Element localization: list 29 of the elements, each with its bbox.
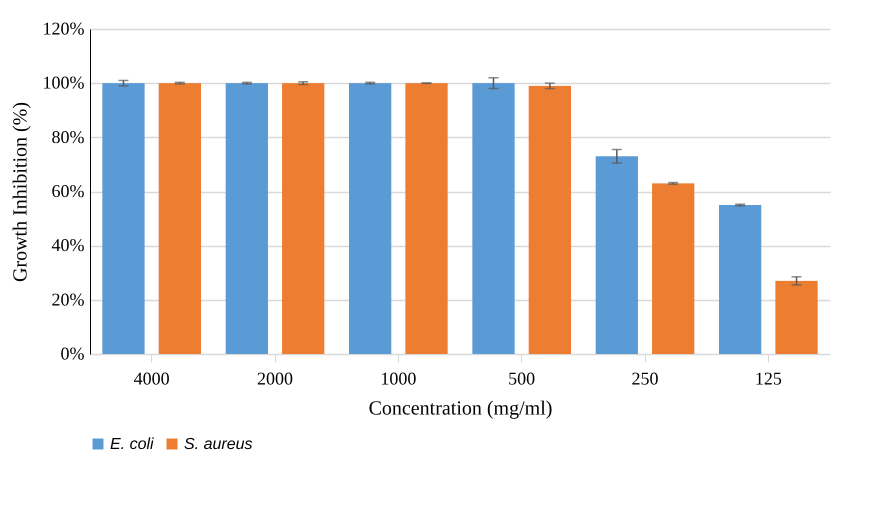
bar	[102, 83, 145, 354]
bar	[596, 156, 638, 354]
y-tick-label: 120%	[42, 18, 84, 38]
bar	[158, 83, 201, 354]
bar	[349, 83, 392, 354]
y-tick-label: 80%	[52, 126, 84, 147]
y-tick-label: 40%	[52, 235, 84, 256]
x-tick-label: 1000	[380, 368, 416, 388]
x-tick-label: 4000	[134, 368, 170, 388]
bar	[719, 205, 762, 354]
bar	[775, 280, 818, 354]
legend-label: S. aureus	[184, 436, 252, 453]
bar	[405, 83, 448, 354]
y-tick-label: 100%	[42, 72, 84, 93]
x-tick-label: 250	[632, 368, 658, 388]
y-tick-label: 20%	[52, 289, 84, 310]
bar	[528, 86, 571, 354]
bar	[652, 183, 694, 354]
x-tick-label: 125	[754, 368, 782, 388]
bar	[282, 83, 324, 354]
bar	[472, 83, 515, 354]
y-tick-label: 0%	[60, 344, 84, 364]
y-axis-title: Growth Inhibition (%)	[10, 102, 32, 282]
x-tick-label: 2000	[257, 368, 293, 388]
legend-label: E. coli	[110, 436, 154, 453]
x-tick-label: 500	[508, 368, 536, 388]
y-tick-label: 60%	[52, 181, 84, 201]
x-axis-title: Concentration (mg/ml)	[368, 398, 552, 420]
bar	[226, 83, 268, 354]
